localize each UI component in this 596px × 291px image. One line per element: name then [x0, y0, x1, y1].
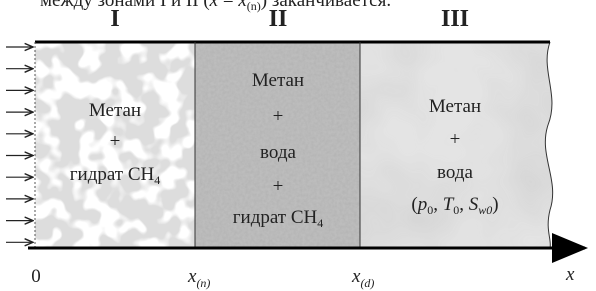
zone-text: гидрат CH4	[70, 164, 161, 187]
zone-text: вода	[437, 162, 473, 183]
zone-text: +	[273, 106, 284, 127]
zone-text: +	[110, 131, 121, 152]
axis-xd: x(d)	[351, 266, 374, 290]
zone-text: +	[273, 176, 284, 197]
page: между зонами I и II (x = x(n)) заканчива…	[0, 0, 596, 291]
zone-numeral: II	[269, 6, 288, 32]
axis-xn: x(n)	[187, 266, 210, 290]
figure: между зонами I и II (x = x(n)) заканчива…	[0, 0, 596, 291]
inflow-arrows	[6, 47, 33, 242]
zone-text: Метан	[89, 100, 141, 121]
zone-numeral: I	[110, 6, 119, 32]
top-text: между зонами I и II (x = x(n)) заканчива…	[40, 0, 391, 13]
zone-text: вода	[260, 142, 296, 163]
axis-origin: 0	[31, 266, 41, 287]
zone-text: гидрат CH4	[233, 207, 324, 230]
zone-text: Метан	[429, 96, 481, 117]
zone-text: +	[450, 129, 461, 150]
zone-text: Метан	[252, 70, 304, 91]
axis-label: x	[565, 264, 575, 285]
zone-numeral: III	[441, 6, 469, 32]
